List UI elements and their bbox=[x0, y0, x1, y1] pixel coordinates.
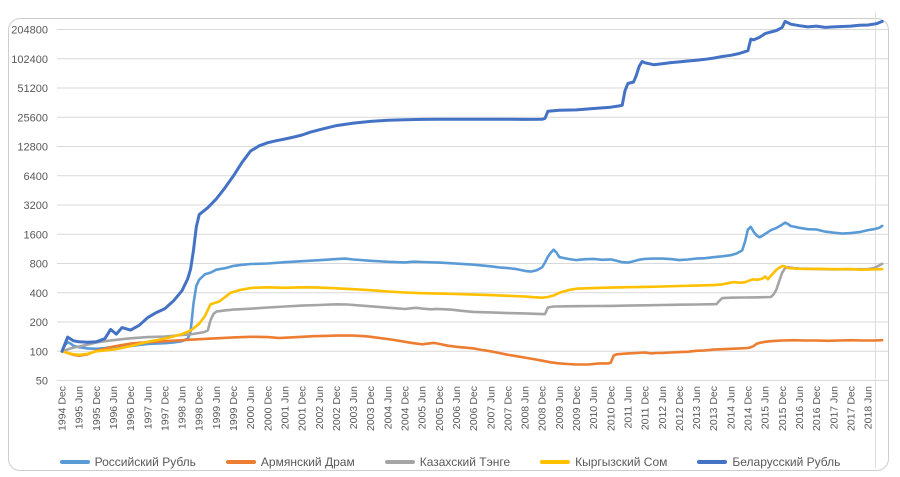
x-axis-tick-label: 2012 Dec bbox=[674, 386, 686, 431]
legend-item-1[interactable]: Армянский Драм bbox=[225, 455, 355, 469]
x-axis-tick-label: 1999 Dec bbox=[228, 386, 240, 431]
x-axis-tick-label: 2009 Jun bbox=[554, 386, 566, 429]
x-axis-tick-label: 2005 Dec bbox=[434, 386, 446, 431]
x-axis-tick-label: 2014 Jun bbox=[725, 386, 737, 429]
x-axis-tick-label: 2013 Jun bbox=[691, 386, 703, 429]
series-line-Казахский Тэнге bbox=[60, 262, 884, 353]
x-axis-tick-label: 2014 Dec bbox=[743, 386, 755, 431]
legend-item-0[interactable]: Российский Рубль bbox=[59, 455, 196, 469]
x-axis-tick-label: 2008 Dec bbox=[537, 386, 549, 431]
series-line-Армянский Драм bbox=[60, 334, 884, 366]
legend-line-swatch bbox=[59, 460, 90, 464]
y-axis-tick-label: 204800 bbox=[11, 25, 48, 37]
legend: Российский Рубль Армянский Драм Казахский … bbox=[0, 455, 900, 469]
x-axis-tick-label: 1996 Jun bbox=[108, 386, 120, 429]
series-line-Кыргызский Сом bbox=[60, 264, 884, 357]
x-axis-tick-label: 2003 Jun bbox=[348, 386, 360, 429]
x-axis-tick-label: 2006 Jun bbox=[451, 386, 463, 429]
x-axis-tick-label: 2002 Dec bbox=[331, 386, 343, 431]
x-axis-tick-label: 2001 Dec bbox=[297, 386, 309, 431]
legend-item-3[interactable]: Кыргызский Сом bbox=[540, 455, 667, 469]
x-axis-tick-label: 2000 Jun bbox=[245, 386, 257, 429]
x-axis-tick-label: 1998 Dec bbox=[194, 386, 206, 431]
legend-label: Беларусский Рубль bbox=[732, 455, 841, 469]
y-axis-tick-label: 51200 bbox=[17, 83, 48, 95]
x-axis-tick-label: 2017 Dec bbox=[845, 386, 857, 431]
x-axis-tick-label: 1995 Jun bbox=[74, 386, 86, 429]
x-axis-tick-label: 2003 Dec bbox=[365, 386, 377, 431]
legend-item-2[interactable]: Казахский Тэнге bbox=[384, 455, 511, 469]
x-axis-tick-label: 2018 Jun bbox=[863, 386, 875, 429]
x-axis-tick-label: 2011 Jun bbox=[622, 386, 634, 429]
legend-label: Казахский Тэнге bbox=[419, 455, 511, 469]
legend-label: Армянский Драм bbox=[260, 455, 355, 469]
legend-line-swatch bbox=[540, 460, 571, 464]
legend-label: Российский Рубль bbox=[94, 455, 196, 469]
y-axis-tick-label: 400 bbox=[30, 288, 48, 300]
data-series bbox=[60, 19, 884, 366]
legend-item-4[interactable]: Беларусский Рубль bbox=[697, 455, 840, 469]
x-axis-tick-label: 2004 Jun bbox=[382, 386, 394, 429]
legend-line-swatch bbox=[697, 460, 728, 464]
gridlines bbox=[57, 12, 888, 468]
x-axis-tick-label: 1998 Jun bbox=[177, 386, 189, 429]
y-axis-tick-label: 800 bbox=[30, 259, 48, 271]
y-axis-tick-label: 50 bbox=[36, 376, 48, 388]
x-axis-tick-label: 2011 Dec bbox=[640, 386, 652, 430]
x-axis-tick-label: 2015 Jun bbox=[760, 386, 772, 429]
x-axis-tick-label: 2010 Jun bbox=[588, 386, 600, 429]
x-axis-tick-label: 2008 Jun bbox=[520, 386, 532, 429]
y-axis-tick-label: 100 bbox=[30, 346, 48, 358]
x-axis-tick-label: 2006 Dec bbox=[468, 386, 480, 431]
y-axis-tick-label: 25600 bbox=[17, 112, 48, 124]
x-axis-tick-label: 2016 Jun bbox=[794, 386, 806, 429]
x-axis-tick-label: 2012 Jun bbox=[657, 386, 669, 429]
x-axis-tick-label: 2002 Jun bbox=[314, 386, 326, 429]
legend-label: Кыргызский Сом bbox=[575, 455, 668, 469]
x-axis-tick-label: 2009 Dec bbox=[571, 386, 583, 431]
x-axis-tick-label: 1999 Jun bbox=[211, 386, 223, 429]
series-line-Беларусский Рубль bbox=[60, 19, 884, 353]
legend-line-swatch bbox=[384, 460, 415, 464]
y-axis-tick-label: 3200 bbox=[24, 200, 48, 212]
x-axis-tick-label: 1995 Dec bbox=[91, 386, 103, 431]
x-axis-tick-label: 1994 Dec bbox=[57, 386, 69, 431]
x-axis-tick-label: 2007 Dec bbox=[502, 386, 514, 431]
y-axis-tick-label: 6400 bbox=[24, 171, 48, 183]
x-axis-tick-label: 2004 Dec bbox=[400, 386, 412, 431]
y-axis-tick-label: 12800 bbox=[17, 142, 48, 154]
x-axis-tick-label: 1997 Jun bbox=[142, 386, 154, 429]
chart-frame bbox=[8, 18, 889, 471]
legend-line-swatch bbox=[225, 460, 256, 464]
x-axis-tick-label: 2007 Jun bbox=[485, 386, 497, 429]
x-axis-tick-label: 2000 Dec bbox=[262, 386, 274, 431]
x-axis-tick-label: 2016 Dec bbox=[811, 386, 823, 431]
y-axis-tick-label: 1600 bbox=[24, 229, 48, 241]
x-axis-tick-label: 2001 Jun bbox=[279, 386, 291, 429]
axis-labels: 50 100 200 400 800 1600 3200 6400 12800 25600 5120… bbox=[11, 25, 874, 431]
y-axis-tick-label: 102400 bbox=[11, 54, 48, 66]
x-axis-tick-label: 2017 Jun bbox=[828, 386, 840, 429]
x-axis-tick-label: 2013 Dec bbox=[708, 386, 720, 431]
x-axis-tick-label: 2010 Dec bbox=[605, 386, 617, 431]
x-axis-tick-label: 2005 Jun bbox=[417, 386, 429, 429]
x-axis-tick-label: 1996 Dec bbox=[125, 386, 137, 431]
x-axis-tick-label: 1997 Dec bbox=[159, 386, 171, 431]
x-axis-tick-label: 2015 Dec bbox=[777, 386, 789, 431]
y-axis-tick-label: 200 bbox=[30, 317, 48, 329]
